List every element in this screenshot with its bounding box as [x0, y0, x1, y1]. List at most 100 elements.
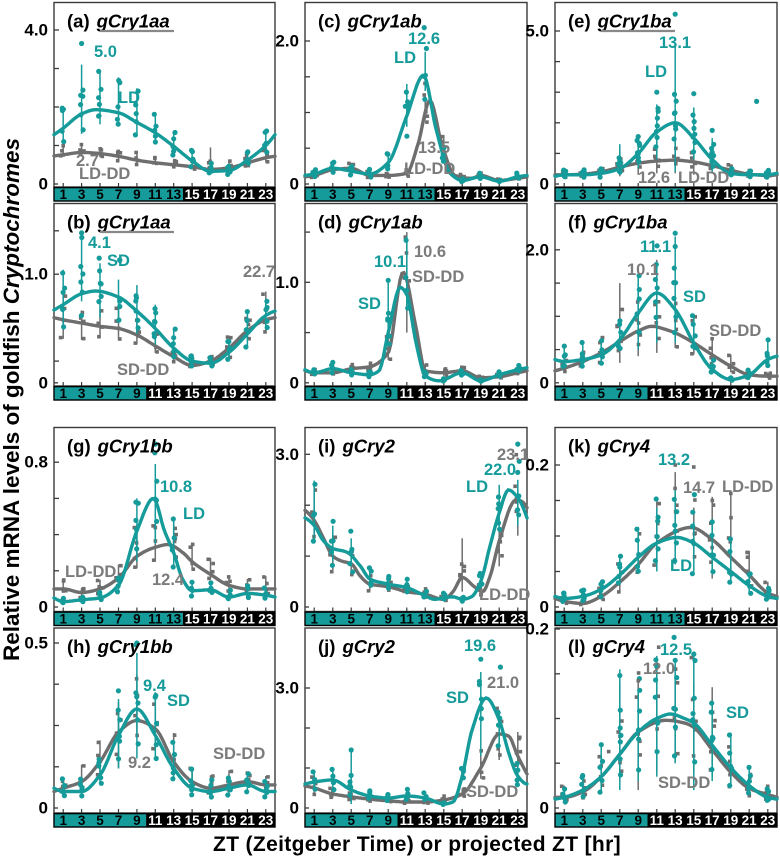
svg-text:SD-DD: SD-DD — [117, 361, 169, 379]
svg-text:11: 11 — [400, 611, 415, 626]
svg-text:0: 0 — [39, 799, 48, 818]
svg-text:(i)gCry2: (i) gCry2 — [318, 436, 396, 457]
svg-text:23: 23 — [760, 386, 776, 401]
svg-text:5.0: 5.0 — [525, 22, 549, 41]
svg-text:21: 21 — [240, 813, 256, 828]
svg-text:19: 19 — [473, 611, 488, 626]
svg-text:1: 1 — [310, 813, 318, 828]
svg-text:5: 5 — [96, 187, 104, 202]
svg-text:22.0: 22.0 — [484, 461, 516, 479]
svg-text:11: 11 — [400, 386, 415, 401]
svg-text:15: 15 — [686, 813, 702, 828]
svg-text:7: 7 — [366, 187, 374, 202]
svg-text:15: 15 — [436, 187, 452, 202]
svg-text:0.5: 0.5 — [24, 634, 48, 653]
svg-text:9.4: 9.4 — [143, 677, 167, 695]
svg-text:(l)gCry4: (l) gCry4 — [568, 636, 645, 657]
svg-text:5: 5 — [597, 386, 605, 401]
svg-text:13.2: 13.2 — [658, 451, 690, 469]
svg-text:SD: SD — [167, 692, 190, 710]
svg-text:3.0: 3.0 — [275, 679, 299, 698]
svg-text:(c)gCry1ab: (c) gCry1ab — [318, 11, 422, 32]
svg-text:5: 5 — [597, 813, 605, 828]
svg-text:21: 21 — [492, 187, 508, 202]
svg-text:2.0: 2.0 — [525, 240, 549, 259]
svg-text:LD-DD: LD-DD — [479, 586, 530, 604]
svg-text:17: 17 — [203, 187, 218, 202]
svg-text:13: 13 — [668, 813, 684, 828]
svg-text:13: 13 — [418, 813, 434, 828]
svg-text:0: 0 — [540, 373, 549, 392]
svg-text:11: 11 — [148, 386, 163, 401]
svg-text:3: 3 — [78, 611, 86, 626]
svg-text:9: 9 — [384, 813, 392, 828]
svg-text:23: 23 — [510, 386, 526, 401]
svg-text:9: 9 — [133, 611, 141, 626]
svg-text:12.6: 12.6 — [408, 30, 440, 48]
svg-text:7: 7 — [616, 386, 624, 401]
svg-text:11: 11 — [400, 813, 415, 828]
svg-text:11: 11 — [650, 386, 665, 401]
svg-text:4.0: 4.0 — [24, 21, 48, 40]
svg-text:17: 17 — [705, 187, 720, 202]
svg-text:SD: SD — [358, 295, 381, 313]
svg-text:19: 19 — [723, 813, 738, 828]
svg-text:5.0: 5.0 — [94, 43, 117, 61]
svg-text:LD-DD: LD-DD — [404, 160, 455, 178]
svg-text:7: 7 — [616, 611, 624, 626]
svg-text:11: 11 — [148, 187, 163, 202]
svg-text:(e)gCry1ba: (e) gCry1ba — [568, 11, 672, 32]
svg-text:14.7: 14.7 — [683, 479, 715, 497]
svg-text:(a)gCry1aa: (a) gCry1aa — [67, 11, 170, 32]
svg-text:13: 13 — [668, 386, 684, 401]
svg-text:LD-DD: LD-DD — [678, 169, 729, 187]
svg-text:15: 15 — [686, 386, 702, 401]
svg-text:17: 17 — [455, 813, 470, 828]
svg-text:23: 23 — [510, 187, 526, 202]
svg-text:9: 9 — [634, 386, 642, 401]
svg-text:17: 17 — [705, 611, 720, 626]
svg-text:4.1: 4.1 — [88, 234, 111, 252]
svg-text:21: 21 — [492, 386, 508, 401]
svg-text:15: 15 — [185, 813, 201, 828]
svg-text:9: 9 — [384, 386, 392, 401]
svg-text:15: 15 — [436, 813, 452, 828]
svg-text:5: 5 — [96, 813, 104, 828]
svg-text:9.2: 9.2 — [128, 754, 151, 772]
svg-text:23: 23 — [760, 813, 776, 828]
svg-text:0: 0 — [39, 175, 48, 194]
svg-text:9: 9 — [634, 611, 642, 626]
svg-text:SD-DD: SD-DD — [658, 774, 710, 792]
svg-text:1: 1 — [560, 611, 568, 626]
svg-text:10.8: 10.8 — [160, 478, 192, 496]
svg-text:ZT (Zeitgeber Time) or project: ZT (Zeitgeber Time) or projected ZT [hr] — [213, 833, 621, 856]
svg-text:LD-DD: LD-DD — [65, 563, 116, 581]
svg-text:15: 15 — [436, 611, 452, 626]
svg-text:SD-DD: SD-DD — [709, 322, 761, 340]
svg-text:0: 0 — [39, 598, 48, 617]
svg-text:(d)gCry1ab: (d) gCry1ab — [318, 212, 423, 233]
svg-text:0.8: 0.8 — [24, 453, 48, 472]
svg-text:23: 23 — [510, 611, 526, 626]
svg-text:10.1: 10.1 — [627, 261, 659, 279]
svg-text:5: 5 — [347, 611, 355, 626]
svg-text:21: 21 — [240, 187, 256, 202]
svg-text:13: 13 — [668, 187, 684, 202]
svg-text:21: 21 — [742, 813, 758, 828]
svg-text:21: 21 — [492, 611, 508, 626]
svg-text:LD: LD — [183, 505, 205, 523]
svg-text:0: 0 — [290, 175, 299, 194]
svg-text:19: 19 — [723, 187, 738, 202]
svg-text:SD: SD — [446, 689, 469, 707]
svg-text:13: 13 — [418, 386, 434, 401]
svg-text:3: 3 — [78, 187, 86, 202]
svg-text:5: 5 — [597, 187, 605, 202]
svg-text:23.1: 23.1 — [497, 446, 529, 464]
svg-text:SD: SD — [107, 252, 130, 270]
svg-text:0: 0 — [540, 598, 549, 617]
svg-text:LD: LD — [670, 557, 692, 575]
svg-text:Relative mRNA levels of goldfi: Relative mRNA levels of goldfish Cryptoc… — [0, 138, 24, 661]
svg-text:1: 1 — [310, 386, 318, 401]
svg-text:(j)gCry2: (j) gCry2 — [318, 636, 396, 657]
svg-text:7: 7 — [616, 813, 624, 828]
